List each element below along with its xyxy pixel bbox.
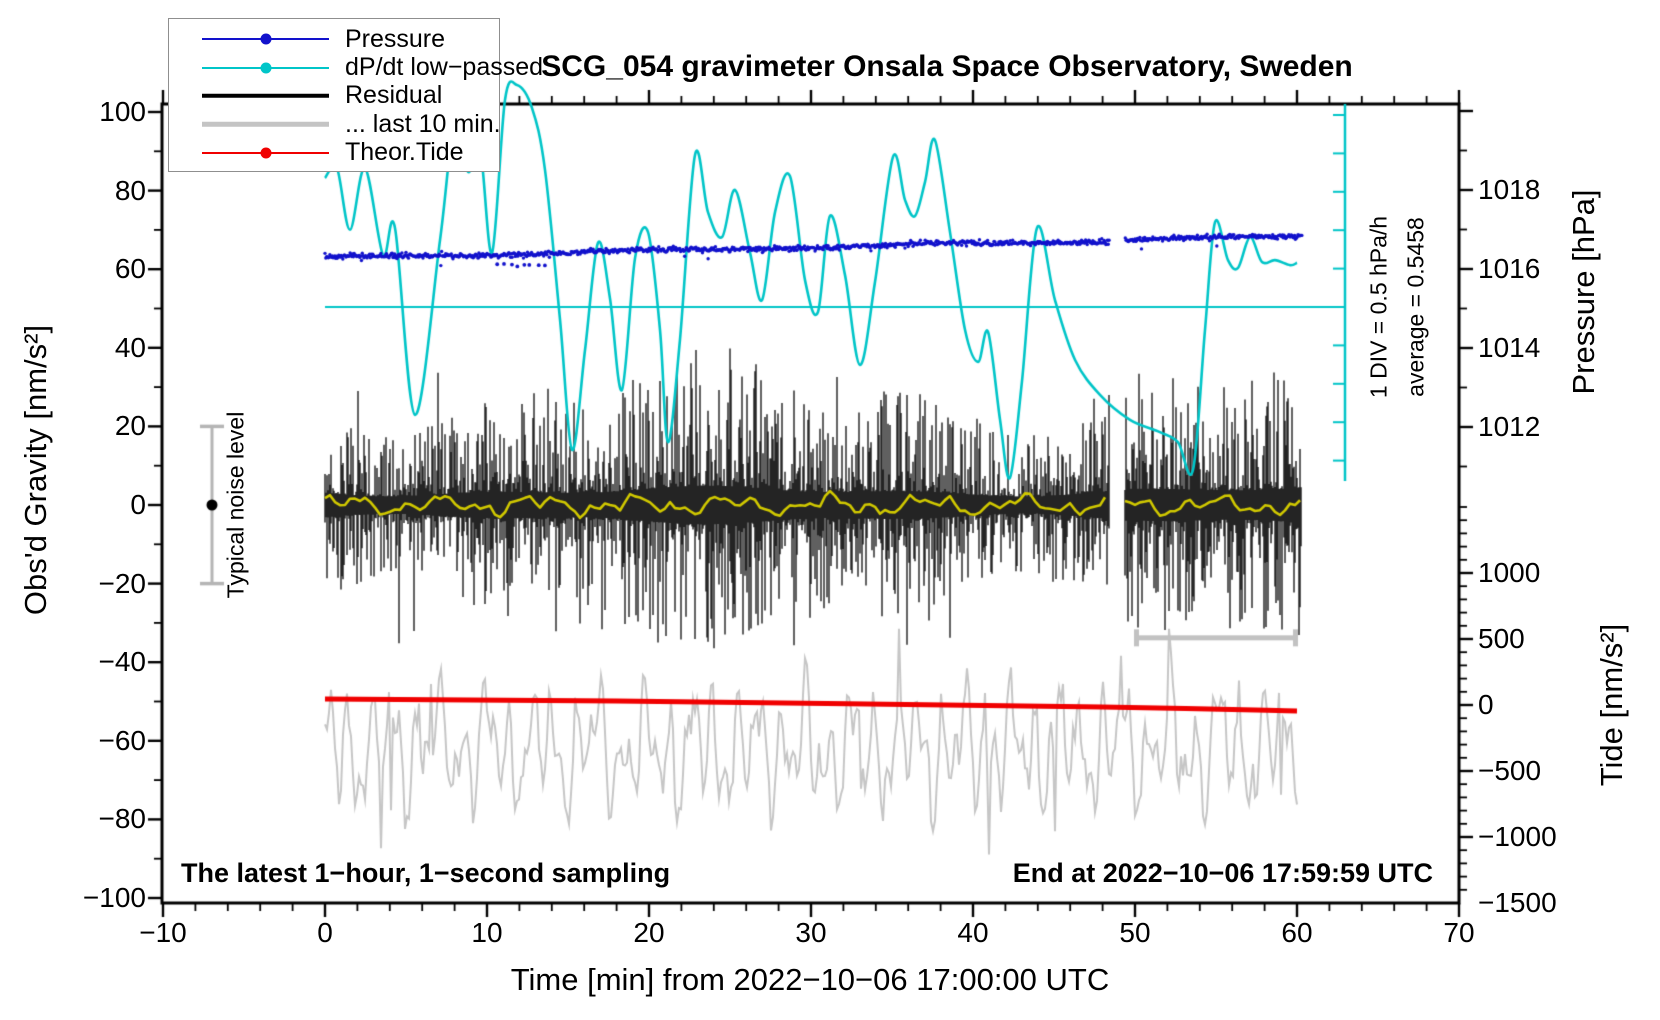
legend-sample-line: [202, 32, 329, 46]
legend-marker-dot: [260, 62, 271, 74]
legend-item: ... last 10 min.: [169, 109, 501, 138]
legend-item: Residual: [169, 81, 499, 110]
legend-item-label: ... last 10 min.: [345, 109, 501, 138]
legend-item-label: Theor.Tide: [345, 138, 464, 167]
legend: Pressure dP/dt low−passed Residual... last…: [168, 18, 543, 172]
legend-item-label: Pressure: [345, 24, 446, 53]
legend-item: Pressure: [169, 25, 499, 53]
legend-sample-line: [202, 61, 329, 75]
legend-marker-dot: [260, 33, 271, 45]
legend-marker-dot: [260, 147, 271, 159]
legend-sample-line: [202, 146, 329, 160]
legend-item-label: dP/dt low−passed: [345, 53, 544, 82]
legend-sample-line: [202, 89, 329, 103]
legend-item: dP/dt low−passed: [169, 53, 543, 82]
legend-item: Theor.Tide: [169, 138, 499, 167]
legend-sample-line: [202, 117, 329, 131]
legend-item-label: Residual: [345, 81, 443, 110]
